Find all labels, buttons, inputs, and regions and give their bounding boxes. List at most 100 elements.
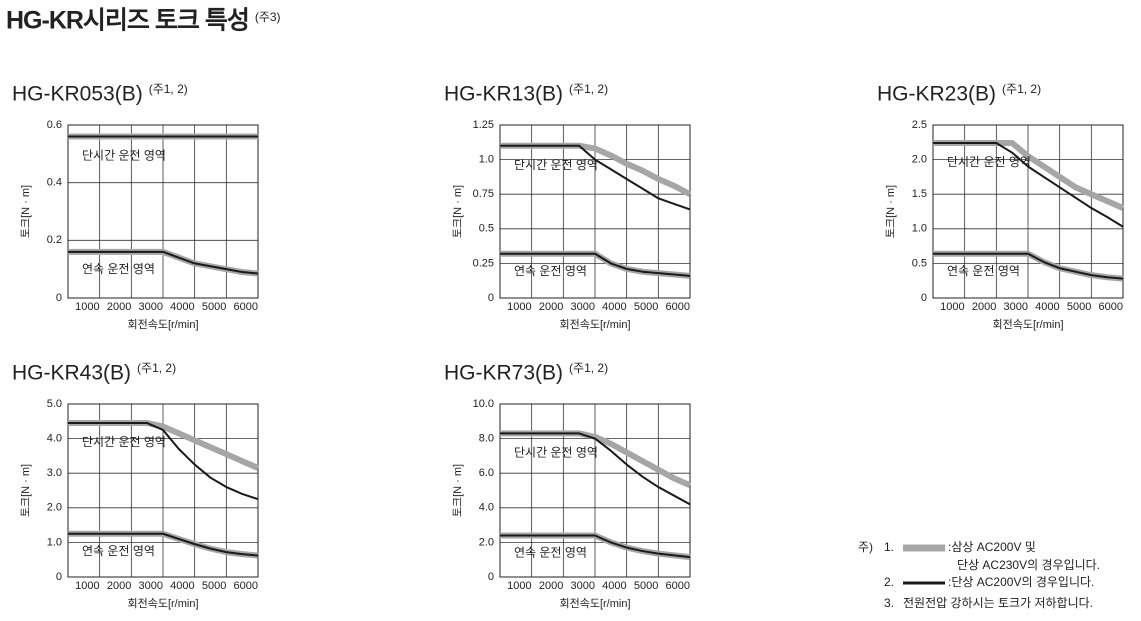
y-tick-label: 0.25: [473, 257, 494, 269]
x-tick-label: 3000: [571, 301, 595, 313]
page-title-note: (주3): [255, 10, 281, 24]
y-tick-label: 0: [921, 292, 927, 304]
x-tick-label: 5000: [634, 301, 658, 313]
x-tick-label: 6000: [666, 580, 690, 592]
region-label: 연속 운전 영역: [82, 262, 155, 276]
note-number: 1.: [884, 540, 894, 554]
x-tick-label: 6000: [666, 301, 690, 313]
x-axis-label: 회전속도[r/min]: [559, 318, 630, 331]
x-tick-label: 6000: [234, 580, 258, 592]
x-tick-label: 4000: [1035, 301, 1059, 313]
region-label: 단시간 운전 영역: [82, 435, 166, 449]
plot-frame: [499, 124, 691, 299]
x-tick-label: 2000: [539, 301, 563, 313]
y-tick-label: 1.25: [473, 119, 494, 131]
torque-line: [68, 250, 259, 275]
y-tick-label: 0.75: [473, 188, 494, 200]
x-tick-label: 1000: [75, 580, 99, 592]
torque-line: [933, 252, 1124, 280]
x-tick-label: 3000: [571, 580, 595, 592]
x-tick-label: 4000: [170, 580, 194, 592]
y-axis-label: 토크[N · m]: [452, 464, 464, 517]
y-tick-label: 0: [56, 292, 62, 304]
region-label: 연속 운전 영역: [514, 546, 587, 560]
y-tick-label: 0.2: [47, 234, 62, 246]
x-tick-label: 1000: [507, 301, 531, 313]
x-axis-label: 회전속도[r/min]: [127, 597, 198, 610]
note-text: 전원전압 강하시는 토크가 저하합니다.: [903, 596, 1093, 610]
y-tick-label: 4.0: [47, 433, 62, 445]
y-tick-label: 1.0: [912, 223, 927, 235]
torque-line: [933, 141, 1124, 228]
y-tick-label: 0: [488, 292, 494, 304]
x-tick-label: 2000: [539, 580, 563, 592]
y-tick-label: 2.5: [912, 119, 927, 131]
y-tick-label: 0.4: [47, 177, 62, 189]
y-axis-label: 토크[N · m]: [20, 464, 32, 517]
y-tick-label: 2.0: [479, 536, 494, 548]
chart-title: HG-KR23(B): [877, 83, 996, 106]
torque-line: [500, 534, 691, 559]
note-text: :삼상 AC200V 및: [948, 540, 1036, 554]
x-tick-label: 6000: [1099, 301, 1123, 313]
plot-frame: [932, 124, 1124, 299]
torque-line: [68, 422, 259, 501]
region-label: 단시간 운전 영역: [947, 155, 1031, 169]
x-tick-label: 2000: [107, 301, 131, 313]
x-tick-label: 2000: [107, 580, 131, 592]
y-tick-label: 0: [488, 571, 494, 583]
region-label: 단시간 운전 영역: [514, 158, 598, 172]
plot-frame: [67, 403, 259, 578]
x-tick-label: 1000: [940, 301, 964, 313]
region-label: 단시간 운전 영역: [82, 149, 166, 163]
chart-title-note: (주1, 2): [569, 361, 608, 375]
y-tick-label: 8.0: [479, 433, 494, 445]
y-tick-label: 1.5: [912, 188, 927, 200]
x-tick-label: 2000: [972, 301, 996, 313]
y-tick-label: 0.5: [479, 223, 494, 235]
y-tick-label: 5.0: [47, 398, 62, 410]
plot-frame: [67, 124, 259, 299]
y-axis-label: 토크[N · m]: [20, 185, 32, 238]
note-text: :단상 AC200V의 경우입니다.: [948, 575, 1094, 589]
y-tick-label: 3.0: [47, 467, 62, 479]
x-tick-label: 5000: [1067, 301, 1091, 313]
y-tick-label: 6.0: [479, 467, 494, 479]
x-tick-label: 3000: [1004, 301, 1028, 313]
y-axis-label: 토크[N · m]: [885, 185, 897, 238]
region-label: 연속 운전 영역: [514, 264, 587, 278]
note-label: 주): [858, 540, 873, 554]
x-tick-label: 5000: [202, 580, 226, 592]
chart-title: HG-KR053(B): [12, 83, 143, 106]
plot-frame: [499, 403, 691, 578]
chart-title-note: (주1, 2): [149, 82, 188, 96]
chart-title-note: (주1, 2): [1002, 82, 1041, 96]
region-label: 연속 운전 영역: [82, 544, 155, 558]
x-tick-label: 4000: [602, 580, 626, 592]
torque-line: [500, 144, 691, 211]
chart-title: HG-KR13(B): [444, 83, 563, 106]
y-tick-label: 0: [56, 571, 62, 583]
y-tick-label: 1.0: [479, 154, 494, 166]
y-tick-label: 1.0: [47, 536, 62, 548]
x-axis-label: 회전속도[r/min]: [559, 597, 630, 610]
y-tick-label: 10.0: [473, 398, 494, 410]
x-axis-label: 회전속도[r/min]: [992, 318, 1063, 331]
y-tick-label: 4.0: [479, 502, 494, 514]
y-tick-label: 0.6: [47, 119, 62, 131]
torque-line: [500, 252, 691, 277]
torque-line: [500, 432, 691, 506]
x-tick-label: 4000: [170, 301, 194, 313]
chart-title-note: (주1, 2): [137, 361, 176, 375]
x-tick-label: 5000: [202, 301, 226, 313]
y-tick-label: 2.0: [912, 154, 927, 166]
note-number: 3.: [884, 596, 894, 610]
note-number: 2.: [884, 575, 894, 589]
chart-title: HG-KR43(B): [12, 362, 131, 385]
region-label: 단시간 운전 영역: [514, 446, 598, 460]
y-tick-label: 2.0: [47, 502, 62, 514]
page-title: HG-KR시리즈 토크 특성: [6, 7, 249, 35]
y-axis-label: 토크[N · m]: [452, 185, 464, 238]
x-tick-label: 3000: [139, 301, 163, 313]
